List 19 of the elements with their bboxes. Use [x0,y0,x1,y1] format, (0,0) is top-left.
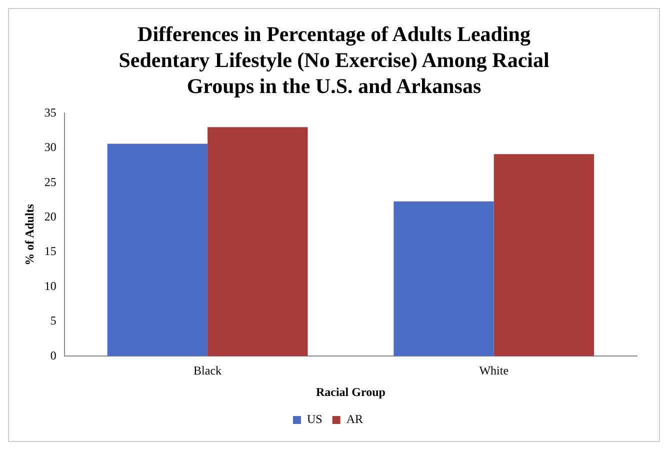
bar [208,127,308,356]
y-tick-label: 15 [44,244,56,258]
bar [394,201,494,356]
bar [494,154,594,356]
x-tick-label: Black [194,364,222,378]
y-tick-label: 25 [44,174,56,189]
y-tick-label: 5 [50,314,56,328]
y-tick-label: 30 [44,140,56,154]
legend-label: AR [346,412,364,426]
y-tick-label: 10 [44,278,56,293]
x-tick-label: White [479,364,509,378]
legend-label: US [306,412,322,426]
y-tick-label: 20 [44,210,56,224]
y-tick-label: 0 [50,348,56,362]
chart-title: Differences in Percentage of Adults Leading Sedentary Lifestyle (No Exercise) Among Racial Groups in the U.S. and Arkansas [118,21,550,99]
y-tick-label: 35 [44,105,56,120]
x-axis-title: Racial Group [316,384,386,399]
bar [107,144,208,356]
y-axis-title: % of Adults [22,204,36,266]
